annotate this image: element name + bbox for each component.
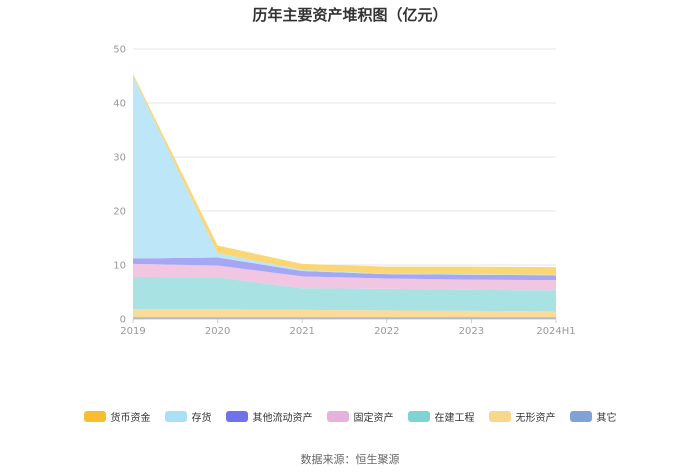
y-tick-label: 10 — [113, 261, 126, 272]
legend-swatch — [569, 411, 592, 422]
data-source-note: 数据来源：恒生聚源 — [300, 453, 400, 466]
area-series-4 — [133, 257, 556, 281]
area-layer — [133, 73, 556, 319]
area-series-3 — [133, 263, 556, 291]
legend-item[interactable]: 货币资金 — [83, 409, 151, 424]
y-tick-label: 30 — [113, 153, 126, 164]
legend-item[interactable]: 其他流动资产 — [225, 409, 313, 424]
legend-label: 存货 — [191, 413, 212, 424]
x-tick-label: 2019 — [120, 326, 145, 337]
area-series-2 — [133, 276, 556, 312]
legend-label: 在建工程 — [434, 413, 475, 424]
legend-label: 无形资产 — [515, 413, 556, 424]
x-tick-label: 2022 — [374, 326, 399, 337]
x-tick-label: 2024H1 — [536, 326, 575, 337]
y-tick-label: 20 — [113, 207, 126, 218]
legend-item[interactable]: 无形资产 — [488, 409, 556, 424]
legend-label: 固定资产 — [353, 413, 394, 424]
legend-swatch — [326, 411, 349, 422]
legend-swatch — [407, 411, 430, 422]
legend-label: 其他流动资产 — [252, 413, 313, 424]
y-tick-label: 40 — [113, 99, 126, 110]
y-tick-label: 50 — [113, 45, 126, 56]
legend-item[interactable]: 存货 — [164, 409, 212, 424]
legend-item[interactable]: 其它 — [569, 409, 617, 424]
legend-swatch — [225, 411, 248, 422]
legend-item[interactable]: 在建工程 — [407, 409, 475, 424]
area-series-5 — [133, 76, 556, 276]
area-series-1 — [133, 309, 556, 318]
chart-title: 历年主要资产堆积图（亿元） — [252, 6, 448, 24]
x-tick-label: 2020 — [205, 326, 230, 337]
y-tick-label: 0 — [120, 315, 126, 326]
legend: 货币资金 存货 其他流动资产 固定资产 在建工程 无形资产 其它 — [0, 409, 700, 424]
x-tick-label: 2021 — [289, 326, 314, 337]
legend-item[interactable]: 固定资产 — [326, 409, 394, 424]
legend-swatch — [164, 411, 187, 422]
axis-layer: 0 10 20 30 40 50 2019 2020 2021 2022 2023 2024H1 — [113, 45, 575, 338]
x-tick-label: 2023 — [459, 326, 484, 337]
legend-swatch — [488, 411, 511, 422]
legend-label: 货币资金 — [110, 413, 151, 424]
legend-label: 其它 — [596, 413, 617, 424]
legend-swatch — [83, 411, 106, 422]
